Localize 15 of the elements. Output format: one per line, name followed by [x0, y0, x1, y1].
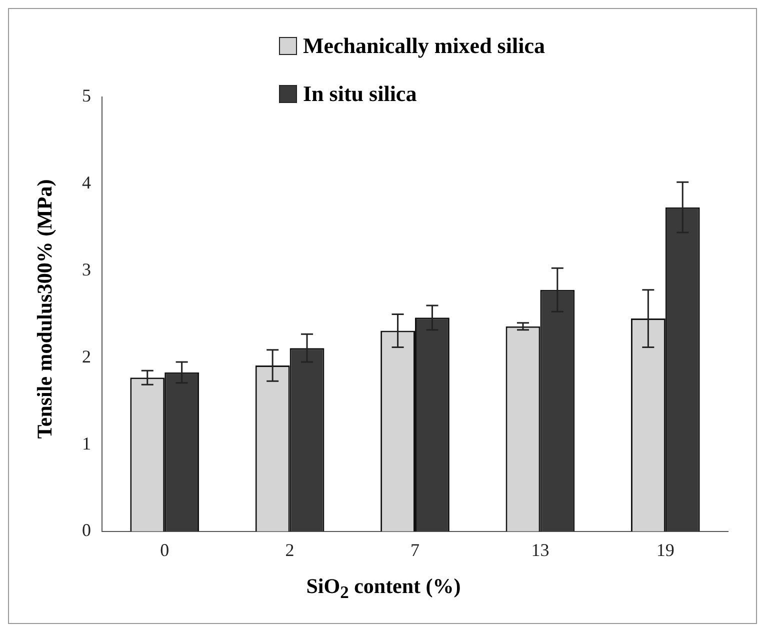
legend-label: Mechanically mixed silica — [303, 33, 545, 59]
x-axis-title: SiO$_{2}$ content (%) — [305, 574, 462, 604]
y-tick-label: 4 — [82, 172, 91, 193]
x-tick-label: 13 — [531, 540, 550, 560]
y-tick-label: 2 — [82, 346, 91, 366]
y-tick-label: 3 — [82, 259, 91, 280]
y-tick-label: 0 — [82, 520, 91, 540]
x-tick-label: 19 — [656, 540, 674, 560]
y-axis-title: Tensile modulus300% (MPa) — [32, 179, 58, 439]
x-tick-label: 0 — [160, 540, 170, 560]
y-tick-label: 1 — [82, 433, 91, 454]
legend-label: In situ silica — [303, 81, 417, 107]
x-tick-label: 7 — [410, 540, 420, 560]
y-tick-label: 5 — [82, 86, 91, 106]
x-tick-label: 2 — [285, 540, 294, 560]
